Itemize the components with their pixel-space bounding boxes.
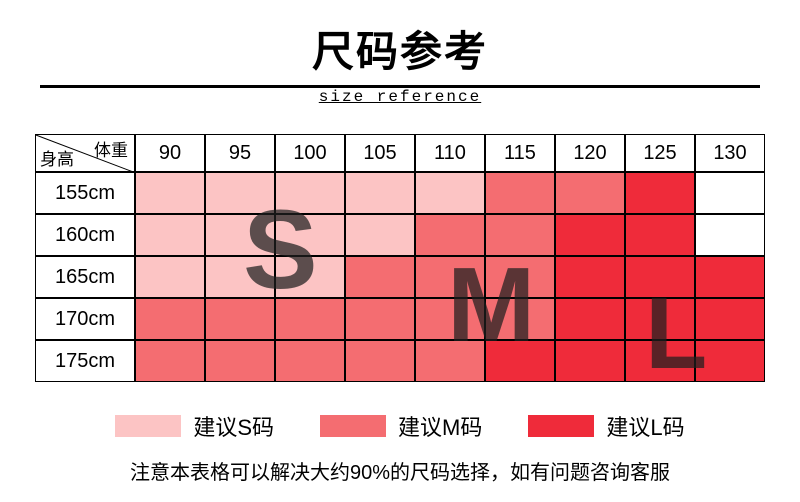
size-cell (555, 298, 625, 340)
legend: 建议S码 建议M码 建议L码 (115, 410, 684, 442)
legend-item: 建议S码 (115, 410, 274, 442)
title-cn: 尺码参考 (40, 18, 760, 79)
size-cell (485, 298, 555, 340)
size-cell (205, 340, 275, 382)
size-cell (205, 172, 275, 214)
size-chart: 体重身高9095100105110115120125130155cm160cm1… (35, 134, 765, 382)
col-header: 130 (695, 134, 765, 172)
size-cell (415, 340, 485, 382)
size-cell (415, 172, 485, 214)
size-cell (135, 256, 205, 298)
size-cell (625, 256, 695, 298)
size-cell (135, 172, 205, 214)
size-cell (205, 256, 275, 298)
col-header: 115 (485, 134, 555, 172)
size-cell (275, 256, 345, 298)
size-cell (275, 340, 345, 382)
size-cell (345, 172, 415, 214)
size-cell (485, 214, 555, 256)
size-cell (485, 172, 555, 214)
row-header: 165cm (35, 256, 135, 298)
col-header: 100 (275, 134, 345, 172)
size-cell (695, 340, 765, 382)
row-header: 155cm (35, 172, 135, 214)
size-cell (345, 340, 415, 382)
size-cell (205, 214, 275, 256)
legend-label: 建议L码 (606, 410, 684, 442)
row-header: 175cm (35, 340, 135, 382)
size-cell (555, 214, 625, 256)
note-text: 注意本表格可以解决大约90%的尺码选择，如有问题咨询客服 (130, 456, 670, 485)
size-cell (555, 172, 625, 214)
size-cell (205, 298, 275, 340)
size-cell (135, 340, 205, 382)
legend-swatch (528, 415, 594, 437)
title-rule (40, 85, 760, 88)
row-header: 170cm (35, 298, 135, 340)
size-cell (275, 298, 345, 340)
size-cell (485, 256, 555, 298)
legend-item: 建议M码 (320, 410, 482, 442)
size-cell (625, 298, 695, 340)
col-header: 95 (205, 134, 275, 172)
col-header: 90 (135, 134, 205, 172)
title-en: size reference (319, 88, 481, 106)
col-header: 125 (625, 134, 695, 172)
size-cell (695, 298, 765, 340)
size-cell (275, 172, 345, 214)
row-header: 160cm (35, 214, 135, 256)
col-header: 120 (555, 134, 625, 172)
size-cell (345, 256, 415, 298)
legend-label: 建议M码 (398, 410, 482, 442)
size-cell (415, 256, 485, 298)
size-cell (345, 298, 415, 340)
size-cell (415, 214, 485, 256)
size-cell (625, 172, 695, 214)
size-cell (555, 256, 625, 298)
size-cell (625, 340, 695, 382)
size-cell (345, 214, 415, 256)
col-header: 105 (345, 134, 415, 172)
legend-swatch (320, 415, 386, 437)
size-cell (415, 298, 485, 340)
size-cell (135, 214, 205, 256)
size-cell (625, 214, 695, 256)
size-cell (485, 340, 555, 382)
weight-axis-label: 体重 (94, 136, 128, 161)
legend-swatch (115, 415, 181, 437)
height-axis-label: 身高 (40, 145, 74, 170)
size-cell (275, 214, 345, 256)
col-header: 110 (415, 134, 485, 172)
size-cell (695, 172, 765, 214)
size-cell (555, 340, 625, 382)
legend-label: 建议S码 (193, 410, 274, 442)
title-block: 尺码参考 size reference (40, 18, 760, 106)
legend-item: 建议L码 (528, 410, 684, 442)
axis-corner: 体重身高 (35, 134, 135, 172)
size-cell (695, 214, 765, 256)
size-cell (135, 298, 205, 340)
size-cell (695, 256, 765, 298)
